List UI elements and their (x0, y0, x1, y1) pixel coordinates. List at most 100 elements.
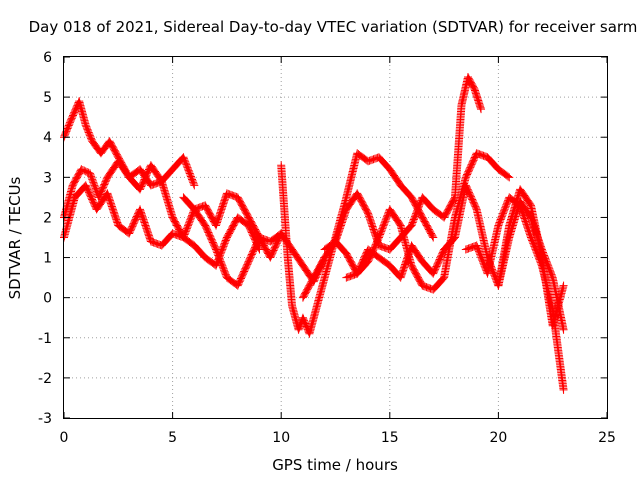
series-trace (78, 165, 93, 177)
series-trace (397, 242, 416, 281)
series-trace (451, 102, 466, 200)
series-trace (470, 86, 485, 112)
x-tick-label: 0 (60, 430, 69, 446)
series-trace (82, 122, 96, 144)
series-trace (408, 242, 426, 265)
series-trace (419, 258, 437, 277)
series-trace (386, 234, 404, 253)
series-trace (353, 246, 372, 277)
plot-frame (63, 56, 608, 419)
y-tick-label: 4 (43, 130, 52, 146)
series-trace (353, 190, 372, 217)
series-trace (191, 206, 209, 229)
series-trace (71, 182, 89, 201)
series-trace (516, 202, 535, 241)
x-tick-label: 5 (168, 430, 177, 446)
series-trace (430, 274, 448, 293)
series-trace (549, 283, 568, 329)
series-trace (483, 223, 503, 277)
series-trace (69, 166, 85, 189)
y-tick-label: 6 (43, 50, 52, 66)
series-trace (365, 246, 382, 261)
x-tick-label: 10 (272, 430, 290, 446)
series-trace (103, 190, 122, 229)
y-tick-label: 1 (43, 251, 52, 267)
x-tick-label: 15 (381, 430, 399, 446)
series-trace (440, 194, 459, 221)
series-trace (505, 186, 524, 228)
series-trace (158, 230, 176, 249)
series-trace (473, 206, 492, 261)
series-trace (212, 190, 231, 229)
y-tick-label: 3 (43, 170, 52, 186)
series-trace (462, 150, 481, 180)
series-trace (106, 138, 122, 160)
series-trace (234, 194, 252, 221)
series-trace (277, 162, 292, 260)
series-trace (386, 206, 404, 229)
series-trace (343, 270, 360, 282)
y-tick-labels: -3 -2 -1 0 1 2 3 4 5 6 (38, 50, 52, 427)
series-trace (462, 182, 481, 213)
series-trace (223, 214, 242, 241)
series-trace (494, 194, 513, 228)
data-point (190, 181, 199, 190)
series-trace (75, 98, 90, 128)
y-tick-label: -3 (38, 411, 52, 427)
data-point (559, 325, 568, 334)
data-point (429, 233, 438, 242)
series-trace (364, 210, 383, 249)
series-trace (312, 275, 329, 313)
y-tick-label: -2 (38, 371, 52, 387)
series-trace (375, 154, 393, 173)
series-trace (283, 255, 296, 309)
series-trace (201, 222, 220, 253)
series-trace (419, 194, 437, 213)
chart-title: Day 018 of 2021, Sidereal Day-to-day VTE… (29, 18, 638, 36)
series-trace (169, 154, 187, 173)
series-trace (212, 247, 231, 281)
series-trace (299, 274, 318, 301)
axis-ticks (63, 56, 608, 419)
data-point (559, 281, 568, 290)
series-trace (310, 254, 328, 281)
series-trace (224, 189, 241, 201)
series-trace (60, 118, 74, 140)
x-tick-labels: 0 5 10 15 20 25 (60, 430, 616, 446)
series-trace (386, 166, 404, 189)
series-trace (464, 74, 478, 92)
y-tick-label: -1 (38, 331, 52, 347)
series-trace (95, 174, 111, 200)
series-trace (495, 166, 513, 181)
series-trace (115, 158, 133, 181)
series-trace (180, 154, 198, 188)
series-trace (126, 174, 144, 193)
series-trace (147, 162, 165, 185)
series-trace (60, 194, 79, 240)
data-point (559, 385, 568, 394)
series-trace (408, 262, 426, 289)
series-trace (484, 154, 502, 173)
series-trace (136, 206, 155, 245)
series-trace (408, 194, 426, 228)
series-trace (419, 214, 437, 241)
data-point (477, 105, 486, 114)
data-points (60, 73, 568, 394)
series-trace (234, 258, 252, 289)
x-tick-label: 25 (598, 430, 616, 446)
series-trace (332, 238, 350, 257)
series-trace (288, 246, 307, 269)
series-trace (60, 182, 77, 220)
series-trace (245, 214, 263, 241)
series-trace (397, 182, 415, 201)
series-trace (234, 214, 252, 229)
series-trace (191, 242, 209, 261)
series-trace (342, 150, 361, 200)
series-trace (474, 149, 491, 161)
y-tick-label: 2 (43, 210, 52, 226)
series-trace (305, 307, 320, 337)
series-trace (516, 186, 535, 209)
series-trace (429, 246, 448, 277)
series-trace (376, 254, 393, 269)
series-trace (527, 202, 546, 261)
